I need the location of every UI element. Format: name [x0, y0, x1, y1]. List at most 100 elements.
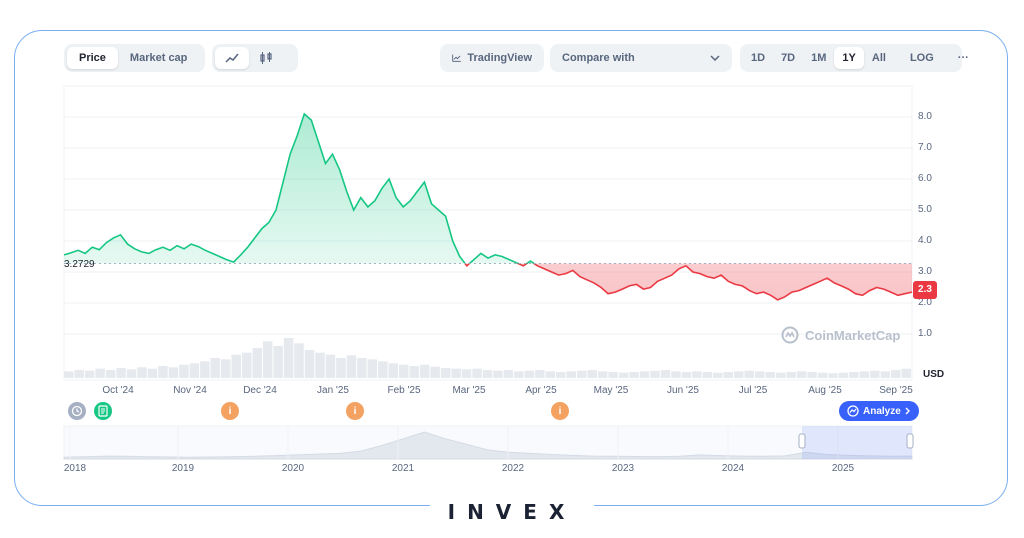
volume-bar	[95, 368, 105, 378]
range-option-all[interactable]: All	[871, 52, 886, 64]
watermark-text: CoinMarketCap	[805, 327, 901, 343]
volume-bar	[891, 370, 901, 378]
plot-area	[63, 85, 913, 381]
volume-bar	[545, 371, 556, 378]
volume-bar	[179, 364, 189, 378]
price-tab[interactable]: Price	[67, 47, 118, 69]
volume-bar	[587, 370, 597, 378]
range-option-7d[interactable]: 7D	[781, 52, 796, 64]
navigator-year-label: 2025	[831, 463, 855, 474]
history-clock-icon[interactable]	[68, 402, 86, 420]
volume-bar	[430, 366, 440, 378]
volume-bar	[126, 369, 137, 378]
navigator-year-label: 2020	[281, 463, 305, 474]
volume-bar	[723, 372, 734, 378]
x-tick-label: Jan '25	[317, 385, 349, 396]
volume-bar	[482, 370, 493, 378]
volume-bar	[901, 368, 911, 378]
volume-bar	[838, 372, 849, 378]
coinmarketcap-logo-icon	[781, 326, 799, 344]
event-marker-icon[interactable]: i	[221, 402, 239, 420]
volume-bar	[378, 361, 388, 378]
market-cap-tab[interactable]: Market cap	[129, 52, 188, 64]
volume-bar	[116, 368, 126, 378]
price-marketcap-toggle: Price Market cap	[64, 44, 205, 72]
y-axis-unit: USD	[923, 369, 945, 380]
y-tick-label: 7.0	[918, 142, 932, 153]
volume-bar	[399, 364, 409, 378]
invex-logo: INVEX	[430, 492, 594, 532]
volume-bar	[189, 363, 200, 378]
volume-bar	[64, 371, 74, 378]
volume-bar	[147, 368, 158, 378]
navigator-year-label: 2024	[721, 463, 745, 474]
volume-bar	[514, 371, 524, 378]
y-tick-label: 8.0	[918, 111, 932, 122]
y-tick-label: 6.0	[918, 173, 932, 184]
range-option-1y[interactable]: 1Y	[834, 47, 864, 69]
range-option-1m[interactable]: 1M	[811, 52, 827, 64]
range-option-1d[interactable]: 1D	[751, 52, 766, 64]
y-tick-label: 4.0	[918, 235, 932, 246]
line-chart-icon[interactable]	[215, 47, 249, 69]
volume-bar	[221, 359, 231, 378]
volume-bar	[325, 354, 336, 378]
volume-bar	[346, 355, 357, 378]
price-line-down	[464, 263, 913, 301]
document-icon[interactable]	[94, 402, 112, 420]
volume-bar	[472, 368, 482, 378]
area-above-reference	[64, 113, 912, 264]
volume-bar	[880, 371, 891, 378]
analyze-button[interactable]: Analyze	[839, 401, 919, 421]
tradingview-label: TradingView	[467, 52, 532, 64]
analyze-icon	[847, 405, 859, 417]
volume-bar	[367, 359, 378, 378]
navigator-year-label: 2021	[391, 463, 415, 474]
volume-bar	[650, 370, 660, 378]
compare-with-label: Compare with	[562, 52, 635, 64]
volume-bar	[74, 370, 84, 378]
x-tick-label: May '25	[593, 385, 629, 396]
volume-bar	[252, 348, 262, 378]
volume-bar	[524, 370, 535, 378]
y-tick-label: 2.0	[918, 297, 932, 308]
navigator-year-label: 2019	[171, 463, 195, 474]
volume-bar	[315, 352, 325, 378]
x-tick-label: Oct '24	[102, 385, 134, 396]
volume-bar	[576, 370, 587, 378]
volume-bar	[692, 371, 702, 378]
volume-bar	[618, 372, 629, 378]
volume-bar	[639, 371, 650, 378]
price-line-up	[63, 112, 536, 264]
volume-bar	[775, 372, 786, 378]
volume-bar	[629, 372, 639, 378]
volume-bar	[870, 370, 880, 378]
event-marker-icon[interactable]: i	[346, 402, 364, 420]
more-options-icon[interactable]: ···	[957, 52, 969, 64]
coinmarketcap-watermark: CoinMarketCap	[781, 326, 900, 344]
event-marker-icon[interactable]: i	[551, 402, 569, 420]
volume-bar	[702, 372, 713, 378]
volume-bar	[262, 341, 273, 378]
x-tick-label: Feb '25	[387, 385, 421, 396]
volume-bar	[754, 371, 765, 378]
volume-bar	[807, 372, 817, 378]
volume-bar	[451, 368, 461, 378]
tradingview-icon	[452, 54, 461, 62]
compare-with-dropdown[interactable]: Compare with	[550, 44, 732, 72]
volume-bar	[105, 370, 116, 378]
volume-bar	[461, 369, 472, 378]
x-tick-label: Apr '25	[525, 385, 557, 396]
volume-bar	[336, 358, 346, 378]
volume-bar	[409, 366, 419, 378]
log-scale-toggle[interactable]: LOG	[909, 52, 934, 64]
tradingview-button[interactable]: TradingView	[440, 44, 544, 72]
y-tick-label: 5.0	[918, 204, 932, 215]
volume-bar	[734, 371, 744, 378]
volume-bar	[849, 372, 859, 378]
x-tick-label: Sep '25	[879, 385, 913, 396]
candlestick-chart-icon[interactable]	[249, 47, 283, 69]
brand-name: INVEX	[447, 500, 577, 524]
volume-bar	[713, 372, 723, 378]
